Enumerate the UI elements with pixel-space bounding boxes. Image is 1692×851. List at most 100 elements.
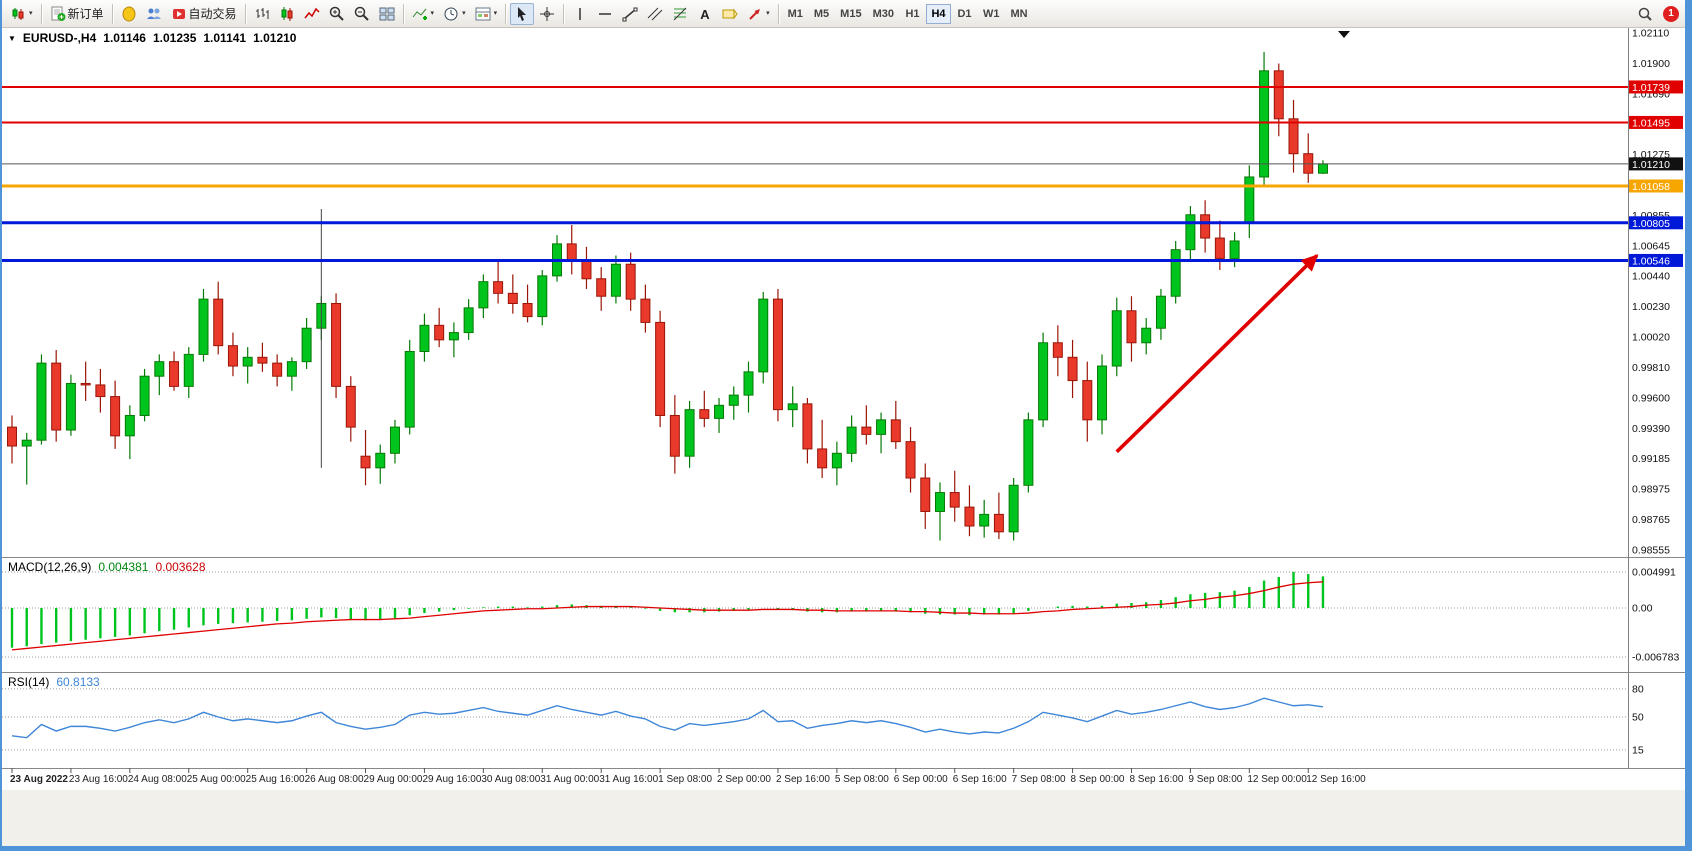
svg-text:2 Sep 00:00: 2 Sep 00:00 bbox=[717, 774, 771, 785]
svg-text:0.99390: 0.99390 bbox=[1632, 423, 1670, 435]
new-order-button-label: 新订单 bbox=[67, 7, 104, 21]
svg-text:1.00230: 1.00230 bbox=[1632, 301, 1670, 313]
tile-windows-button[interactable] bbox=[375, 3, 399, 25]
search-button[interactable] bbox=[1633, 3, 1657, 25]
svg-text:1.01495: 1.01495 bbox=[1632, 117, 1670, 129]
notification-badge[interactable]: 1 bbox=[1663, 5, 1679, 22]
zoom-in-icon bbox=[329, 6, 345, 22]
svg-text:25 Aug 16:00: 25 Aug 16:00 bbox=[246, 774, 305, 785]
svg-text:A: A bbox=[700, 7, 710, 22]
search-icon bbox=[1637, 6, 1653, 22]
timeframe-m15-button[interactable]: M15 bbox=[840, 7, 862, 20]
toolbar-separator bbox=[244, 3, 246, 24]
svg-text:6 Sep 16:00: 6 Sep 16:00 bbox=[953, 774, 1007, 785]
svg-text:0.99600: 0.99600 bbox=[1632, 393, 1670, 405]
line-chart-button[interactable] bbox=[300, 3, 324, 25]
toolbar-separator bbox=[40, 3, 42, 24]
svg-text:0.98765: 0.98765 bbox=[1632, 514, 1670, 526]
text-button[interactable]: A bbox=[693, 3, 717, 25]
chart-menu-button[interactable]: ▾ bbox=[6, 3, 37, 25]
macd-panel bbox=[2, 571, 1628, 658]
candles-chart-icon bbox=[279, 6, 295, 22]
svg-text:1.00440: 1.00440 bbox=[1632, 270, 1670, 282]
arrows-button[interactable]: ▾ bbox=[743, 3, 774, 25]
chart-window: 1.02110 1.01900 1.01690 1.01275 1.00855 1.006… bbox=[2, 28, 1685, 846]
autotrading-button-label: 自动交易 bbox=[188, 7, 237, 21]
svg-text:1.00805: 1.00805 bbox=[1632, 218, 1670, 230]
templates-icon bbox=[475, 6, 491, 22]
autotrading-icon bbox=[171, 6, 187, 22]
zoom-in-button[interactable] bbox=[325, 3, 349, 25]
new-order-button[interactable]: 新订单 bbox=[46, 3, 108, 25]
chart-shift-marker[interactable] bbox=[1338, 31, 1350, 38]
arrows-icon bbox=[747, 6, 763, 22]
community-button[interactable] bbox=[142, 3, 166, 25]
svg-text:2 Sep 16:00: 2 Sep 16:00 bbox=[776, 774, 830, 785]
timeframe-m5-button[interactable]: M5 bbox=[813, 7, 830, 20]
svg-text:1.01058: 1.01058 bbox=[1632, 181, 1670, 193]
bottom-empty-area bbox=[2, 790, 1685, 846]
price-axis[interactable]: 1.021101.019001.016901.012751.008551.006… bbox=[1628, 28, 1684, 768]
label-icon bbox=[722, 6, 738, 22]
hline-icon bbox=[597, 6, 613, 22]
timeframe-w1-button[interactable]: W1 bbox=[982, 7, 1000, 20]
periods-icon bbox=[443, 6, 459, 22]
crosshair-icon bbox=[539, 6, 555, 22]
svg-text:23 Aug 2022: 23 Aug 2022 bbox=[10, 774, 68, 785]
chart-menu-arrow-icon[interactable]: ▼ bbox=[8, 33, 16, 43]
timeframe-d1-button[interactable]: D1 bbox=[957, 7, 972, 20]
cursor-button[interactable] bbox=[510, 2, 535, 25]
svg-text:0.98975: 0.98975 bbox=[1632, 483, 1670, 495]
chart-canvas[interactable]: 1.021101.019001.016901.012751.008551.006… bbox=[2, 28, 1685, 846]
toolbar-right: 1 bbox=[1633, 3, 1679, 25]
horizontal-line-button[interactable] bbox=[593, 3, 617, 25]
vline-icon bbox=[572, 6, 588, 22]
svg-text:1.01210: 1.01210 bbox=[1632, 159, 1670, 171]
indicators-button[interactable]: ▾ bbox=[408, 3, 439, 25]
periods-button[interactable]: ▾ bbox=[439, 3, 470, 25]
templates-button[interactable]: ▾ bbox=[471, 3, 502, 25]
text-label-button[interactable] bbox=[718, 3, 742, 25]
svg-text:0.004991: 0.004991 bbox=[1632, 566, 1676, 578]
bars-chart-icon bbox=[254, 6, 270, 22]
zoom-out-button[interactable] bbox=[350, 3, 374, 25]
candles-chart-button[interactable] bbox=[275, 3, 299, 25]
svg-text:0.98555: 0.98555 bbox=[1632, 545, 1670, 557]
bars-chart-button[interactable] bbox=[250, 3, 274, 25]
zoom-out-icon bbox=[354, 6, 370, 22]
time-axis[interactable]: 23 Aug 2022 23 Aug 16:00 24 Aug 08:00 25 Au… bbox=[10, 768, 1366, 785]
svg-text:15: 15 bbox=[1632, 744, 1644, 756]
svg-text:30 Aug 08:00: 30 Aug 08:00 bbox=[481, 774, 540, 785]
toolbar-separator bbox=[563, 3, 565, 24]
svg-text:8 Sep 00:00: 8 Sep 00:00 bbox=[1071, 774, 1125, 785]
text-icon: A bbox=[697, 6, 713, 22]
rsi-panel bbox=[2, 688, 1628, 751]
channel-button[interactable] bbox=[643, 3, 667, 25]
vertical-line-button[interactable] bbox=[568, 3, 592, 25]
fibonacci-button[interactable] bbox=[668, 3, 692, 25]
metaeditor-button[interactable] bbox=[117, 3, 141, 25]
horizontal-line-objects[interactable] bbox=[2, 85, 1628, 262]
channel-icon bbox=[647, 6, 663, 22]
trendline-button[interactable] bbox=[618, 3, 642, 25]
chevron-down-icon: ▾ bbox=[430, 10, 435, 17]
crosshair-button[interactable] bbox=[535, 3, 559, 25]
indicators-icon bbox=[412, 6, 428, 22]
svg-text:-0.006783: -0.006783 bbox=[1632, 651, 1679, 663]
timeframe-m30-button[interactable]: M30 bbox=[872, 7, 894, 20]
autotrading-button[interactable]: 自动交易 bbox=[167, 3, 241, 25]
svg-text:1 Sep 08:00: 1 Sep 08:00 bbox=[658, 774, 712, 785]
svg-text:12 Sep 16:00: 12 Sep 16:00 bbox=[1306, 774, 1366, 785]
timeframe-m1-button[interactable]: M1 bbox=[787, 7, 803, 20]
price-badge: 1.01058 bbox=[1629, 179, 1683, 193]
svg-text:31 Aug 16:00: 31 Aug 16:00 bbox=[599, 774, 658, 785]
timeframe-h1-button[interactable]: H1 bbox=[905, 7, 920, 20]
metaeditor-icon bbox=[121, 6, 137, 22]
trend-arrow-object[interactable] bbox=[1115, 254, 1319, 454]
svg-text:26 Aug 08:00: 26 Aug 08:00 bbox=[305, 774, 364, 785]
timeframe-mn-button[interactable]: MN bbox=[1010, 7, 1028, 20]
svg-text:1.02110: 1.02110 bbox=[1632, 28, 1669, 40]
timeframe-h4-button[interactable]: H4 bbox=[925, 3, 951, 24]
svg-text:0.99810: 0.99810 bbox=[1632, 362, 1670, 374]
svg-text:12 Sep 00:00: 12 Sep 00:00 bbox=[1247, 774, 1307, 785]
